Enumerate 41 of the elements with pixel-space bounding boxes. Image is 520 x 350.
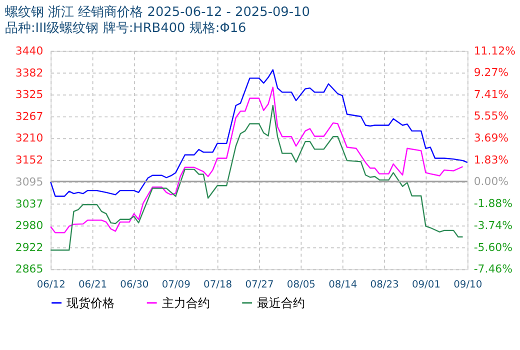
y-tick-label: 2922 <box>15 240 44 254</box>
x-tick-label: 06/12 <box>36 280 66 290</box>
y2-tick-label: -3.74% <box>474 218 512 232</box>
y2-tick-label: 5.55% <box>474 110 509 123</box>
chart-title: 螺纹钢 浙江 经销商价格 2025-06-12 - 2025-09-10 <box>4 5 310 20</box>
y2-tick-label: 0.00% <box>474 174 509 188</box>
y2-tick-label: 3.69% <box>474 132 509 145</box>
y-tick-label: 2865 <box>15 262 44 276</box>
x-tick-label: 06/21 <box>78 280 108 290</box>
y-tick-label: 3152 <box>15 154 44 167</box>
x-tick-label: 07/18 <box>204 280 232 290</box>
y-tick-label: 3095 <box>15 175 44 188</box>
legend-label: 最近合约 <box>257 296 306 310</box>
y-tick-label: 3325 <box>15 88 44 101</box>
x-tick-label: 09/10 <box>454 280 482 290</box>
x-tick-label: 06/30 <box>120 280 149 290</box>
chart-subtitle: 品种:III级螺纹钢 牌号:HRB400 规格:Φ16 <box>4 20 246 36</box>
line-series <box>50 86 464 234</box>
y2-tick-label: -7.46% <box>474 262 512 276</box>
x-tick-label: 08/23 <box>370 280 399 290</box>
legend-label: 现货价格 <box>66 296 114 310</box>
y-tick-label: 3440 <box>15 44 44 58</box>
y2-tick-label: -1.88% <box>474 197 512 210</box>
y2-tick-label: 1.83% <box>474 153 509 166</box>
y-tick-label: 3210 <box>15 132 44 145</box>
y2-tick-label: -5.60% <box>474 240 512 254</box>
y2-tick-label: 7.41% <box>474 88 509 101</box>
legend-label: 主力合约 <box>162 296 210 310</box>
line-series <box>50 104 464 251</box>
y2-tick-label: 9.27% <box>474 66 509 80</box>
x-tick-label: 07/27 <box>245 280 274 290</box>
y2-tick-label: 11.12% <box>474 44 516 58</box>
x-tick-label: 08/05 <box>286 280 316 290</box>
y-tick-label: 2980 <box>15 218 44 232</box>
y-tick-label: 3267 <box>15 110 44 123</box>
x-tick-label: 09/01 <box>412 280 441 290</box>
y-tick-label: 3037 <box>15 197 44 210</box>
x-tick-label: 08/14 <box>328 280 358 290</box>
x-tick-label: 07/09 <box>162 280 190 290</box>
y-tick-label: 3382 <box>15 66 44 80</box>
line-series <box>50 69 468 197</box>
